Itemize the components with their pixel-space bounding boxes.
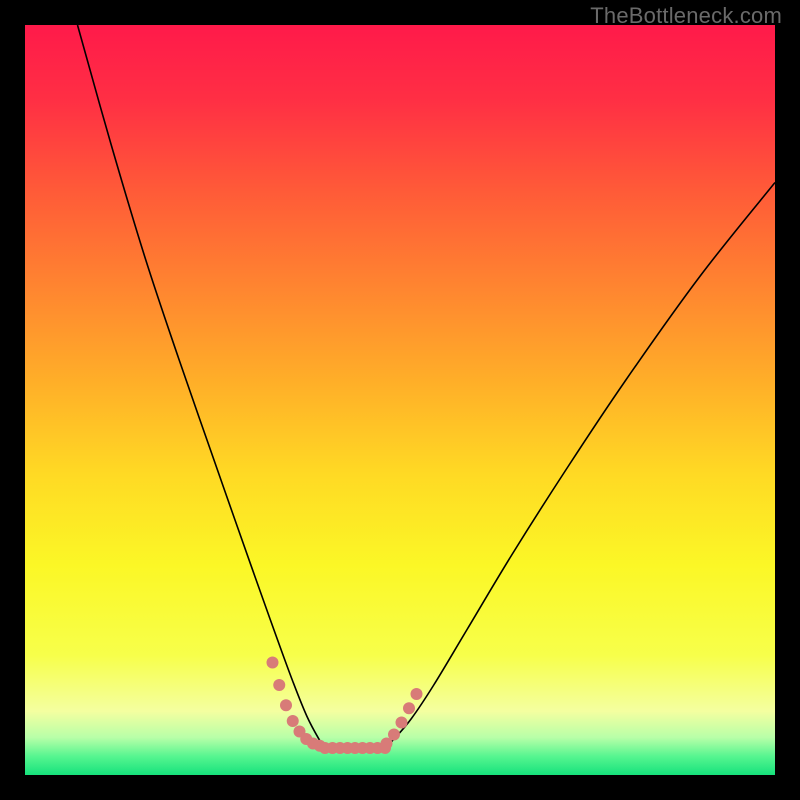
curve-marker (267, 657, 279, 669)
background-gradient (25, 25, 775, 775)
plot-svg (25, 25, 775, 775)
curve-marker (287, 715, 299, 727)
plot-area (25, 25, 775, 775)
watermark-text: TheBottleneck.com (590, 3, 782, 29)
curve-marker (280, 699, 292, 711)
curve-marker (388, 729, 400, 741)
curve-marker (403, 702, 415, 714)
curve-marker (411, 688, 423, 700)
curve-marker (273, 679, 285, 691)
curve-marker (396, 717, 408, 729)
